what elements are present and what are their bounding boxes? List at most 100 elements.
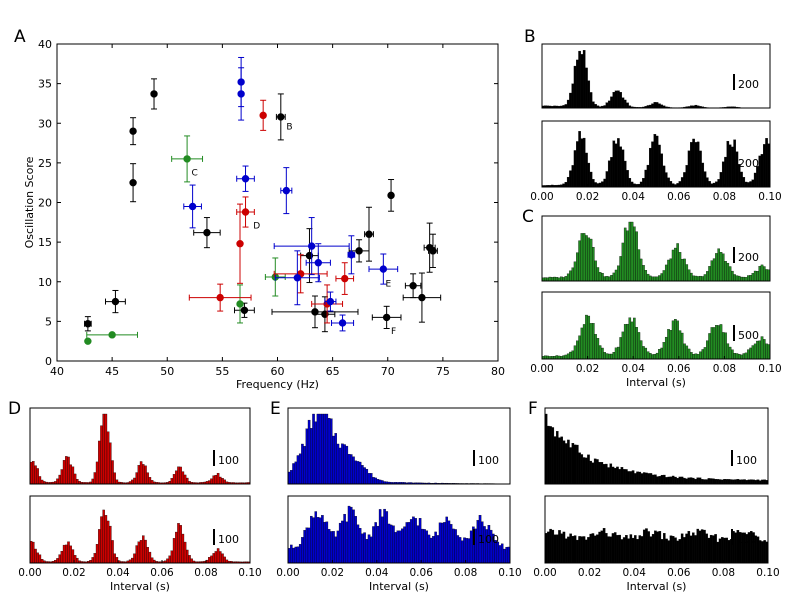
histogram-bar — [403, 526, 406, 564]
histogram-bar — [663, 474, 666, 485]
histogram-bar — [314, 421, 318, 485]
histogram-bar — [352, 509, 355, 564]
histogram-bar — [423, 529, 426, 564]
x-tick-label: 0.00 — [530, 363, 553, 375]
histogram-bar — [707, 537, 711, 564]
histogram-bar — [617, 265, 620, 282]
histogram-bar — [374, 522, 377, 564]
x-tick-label: 0.10 — [756, 567, 779, 579]
histogram-bar — [758, 340, 762, 360]
histogram-bar — [576, 444, 579, 485]
histogram-bar — [505, 546, 508, 564]
histogram-bar — [549, 528, 552, 564]
histogram-bar — [707, 478, 711, 485]
histogram-bar — [685, 478, 688, 485]
histogram-bar — [210, 555, 213, 564]
histogram-bar — [619, 146, 622, 188]
data-point-black — [84, 320, 92, 328]
histogram-bar — [553, 276, 556, 282]
histogram-bar — [747, 275, 750, 282]
histogram-bar — [676, 320, 679, 360]
histogram-bar — [658, 531, 662, 564]
histogram-bar — [628, 317, 632, 360]
histogram-bar — [623, 160, 627, 188]
histogram-bar — [553, 436, 557, 485]
histogram-bar — [571, 83, 575, 109]
histogram-bar — [571, 267, 575, 282]
histogram-bar — [651, 533, 655, 564]
histogram-bar — [296, 455, 300, 485]
point-annotation: C — [192, 169, 198, 179]
histogram-bar — [131, 479, 134, 485]
histogram-bar — [633, 226, 636, 282]
histogram-bar — [639, 258, 643, 282]
histogram-bar — [696, 477, 700, 485]
histogram-bar — [721, 161, 725, 188]
data-point-blue — [338, 319, 347, 327]
histogram-bar — [356, 524, 360, 564]
histogram-bar — [135, 545, 138, 564]
histogram-bar — [445, 516, 448, 564]
histogram-bar — [432, 536, 435, 564]
histogram-bar — [212, 475, 215, 485]
x-tick-label: 0.04 — [365, 567, 389, 579]
histogram-bar — [687, 348, 691, 360]
histogram-bar — [585, 152, 588, 188]
histogram-bar — [732, 479, 735, 485]
histogram-bar — [67, 541, 70, 564]
data-point-green — [236, 300, 244, 308]
histogram-bar — [667, 329, 670, 360]
histogram-bar — [582, 536, 586, 564]
histogram-bar — [758, 480, 762, 485]
histogram-bar — [631, 537, 635, 564]
histogram-bar — [671, 536, 675, 564]
histogram-bar — [566, 353, 570, 360]
histogram-frame — [541, 215, 771, 282]
data-point-red — [236, 240, 244, 248]
x-tick-label: 0.04 — [622, 191, 646, 203]
histogram-bar — [719, 252, 723, 282]
histogram-bar — [106, 431, 110, 485]
y-axis-label: Oscillation Score — [23, 156, 36, 248]
histogram-bar — [307, 527, 311, 564]
histogram-bar — [601, 347, 604, 360]
histogram-bar — [589, 238, 593, 282]
histogram-bar — [578, 240, 581, 282]
histogram-bar — [38, 476, 42, 485]
histogram-bar — [144, 539, 147, 564]
histogram-bar — [34, 465, 37, 485]
histogram-bar — [728, 266, 732, 282]
histogram-bar — [596, 267, 600, 282]
histogram-bar — [376, 479, 380, 485]
histogram-bar — [177, 466, 180, 485]
histogram-bar — [146, 547, 149, 564]
histogram-bar — [690, 142, 693, 188]
histogram-bar — [655, 135, 659, 188]
histogram-bar — [567, 439, 570, 485]
histogram-bar — [589, 323, 593, 360]
histogram-bar — [573, 444, 577, 485]
y-tick-label: 30 — [38, 117, 52, 130]
histogram-bar — [742, 353, 746, 360]
histogram-bar — [378, 509, 382, 564]
histogram-c-bottom: 500 0.00 0.02 0.04 0.06 0.08 0.10 Interval (s) — [530, 291, 782, 389]
histogram-bar — [642, 346, 645, 360]
histogram-bar — [316, 517, 320, 564]
histogram-bar — [664, 336, 668, 360]
point-annotation: B — [286, 123, 292, 133]
histogram-bar — [600, 462, 604, 485]
histogram-bar — [646, 351, 650, 360]
histogram-bar — [582, 137, 586, 188]
histogram-bar — [662, 165, 666, 188]
histogram-bar — [578, 335, 581, 360]
histogram-bar — [305, 527, 309, 564]
x-tick-label: 0.04 — [623, 567, 647, 579]
histogram-bar — [664, 264, 668, 282]
histogram-bar — [743, 479, 746, 485]
x-tick-label: 60 — [271, 365, 285, 378]
histogram-bar — [214, 475, 218, 485]
histogram-bar — [303, 530, 306, 564]
histogram-bar — [761, 541, 764, 564]
histogram-bar — [387, 523, 391, 564]
histogram-bar — [571, 350, 575, 360]
